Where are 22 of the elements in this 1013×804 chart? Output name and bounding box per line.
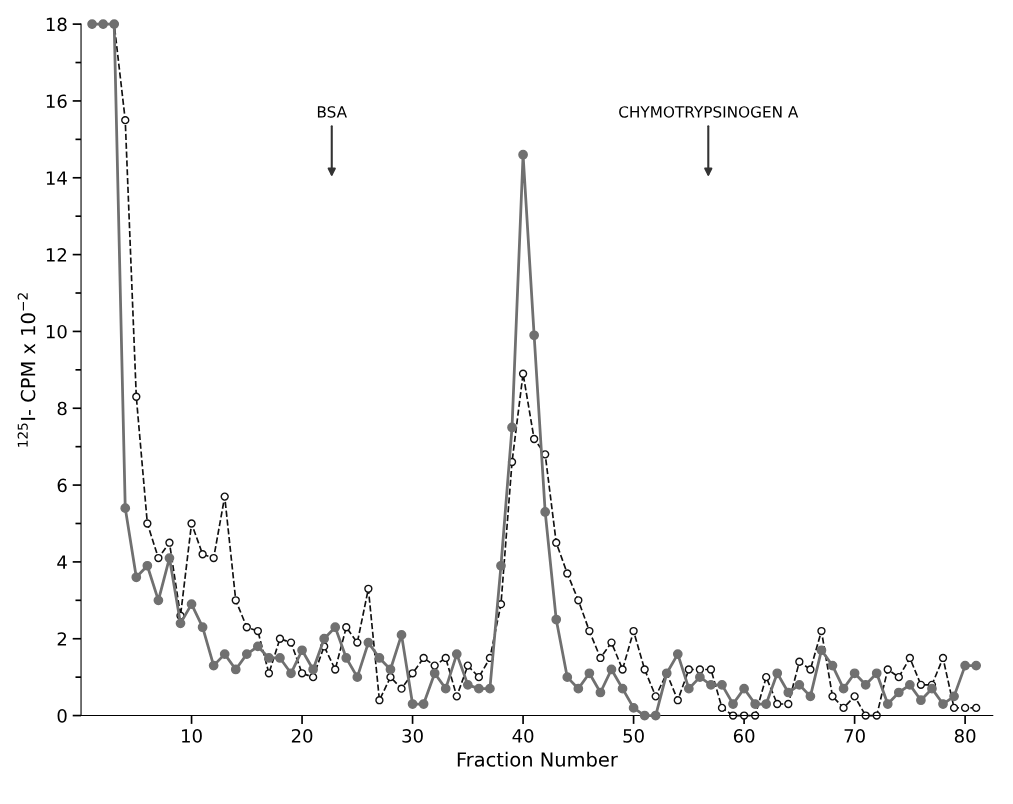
x-tick-label: 30 <box>402 729 423 743</box>
x-tick-label: 80 <box>954 729 976 743</box>
y-tick-label: 0 <box>57 709 67 723</box>
y-tick-label: 16 <box>46 94 67 109</box>
y-tick-label: 6 <box>57 478 67 493</box>
x-tick-label: 70 <box>844 729 865 743</box>
x-tick-label: 40 <box>512 729 534 743</box>
y-tick-label: 10 <box>46 324 67 339</box>
x-tick-label: 60 <box>733 729 755 743</box>
annotation: BSA <box>317 106 347 118</box>
y-axis-title: $^{125}$I- CPM x 10$^{−2}$ <box>17 293 36 447</box>
y-tick-label: 4 <box>57 555 67 569</box>
x-tick-label: 50 <box>623 729 644 743</box>
y-tick-label: 14 <box>46 171 67 185</box>
y-tick-label: 12 <box>46 248 67 262</box>
x-tick-label: 20 <box>291 729 313 743</box>
x-tick-label: 10 <box>182 729 202 743</box>
y-tick-label: 2 <box>57 632 67 646</box>
annotation: CHYMOTRYPSINOGEN A <box>619 106 799 118</box>
x-axis-title: Fraction Number <box>457 751 618 767</box>
y-tick-label: 18 <box>46 17 67 32</box>
y-tick-label: 8 <box>57 401 67 416</box>
